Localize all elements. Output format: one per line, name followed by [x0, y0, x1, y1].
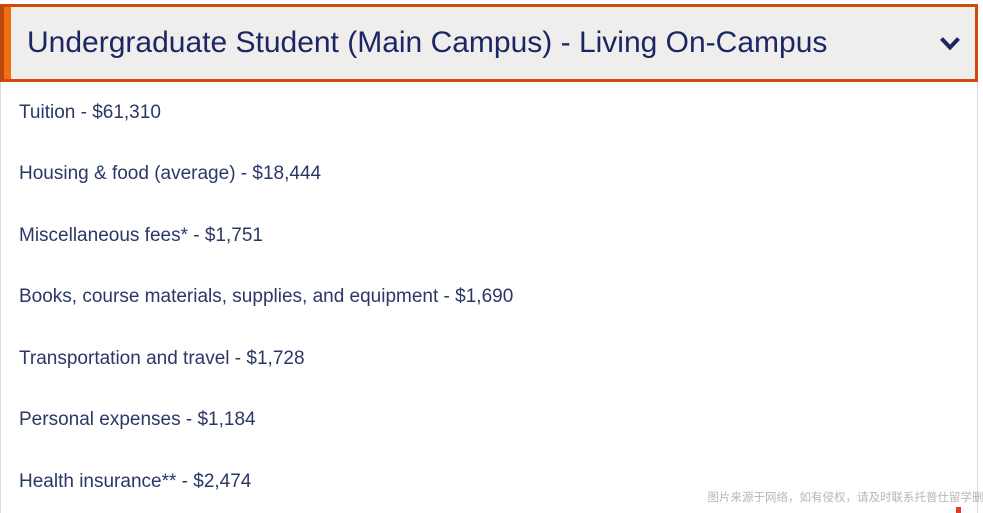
accordion-header[interactable]: Undergraduate Student (Main Campus) - Li…	[0, 4, 978, 82]
list-item-tuition: Tuition - $61,310	[19, 101, 161, 123]
list-item-housing-food: Housing & food (average) - $18,444	[19, 163, 322, 185]
header-accent-bar	[4, 7, 11, 79]
list-item-misc-fees: Miscellaneous fees* - $1,751	[19, 224, 263, 246]
accordion-body: Tuition - $61,310 Housing & food (averag…	[0, 82, 978, 513]
watermark-text: 图片来源于网络，如有侵权，请及时联系托普仕留学删除	[707, 492, 983, 504]
list-item-health: Health insurance** - $2,474	[19, 470, 252, 492]
list-item-transportation: Transportation and travel - $1,728	[19, 347, 305, 369]
list-item-personal: Personal expenses - $1,184	[19, 409, 256, 431]
watermark-logo	[956, 507, 961, 513]
list-item-books: Books, course materials, supplies, and e…	[19, 286, 514, 308]
accordion-title: Undergraduate Student (Main Campus) - Li…	[27, 26, 828, 59]
chevron-down-icon	[939, 36, 961, 51]
